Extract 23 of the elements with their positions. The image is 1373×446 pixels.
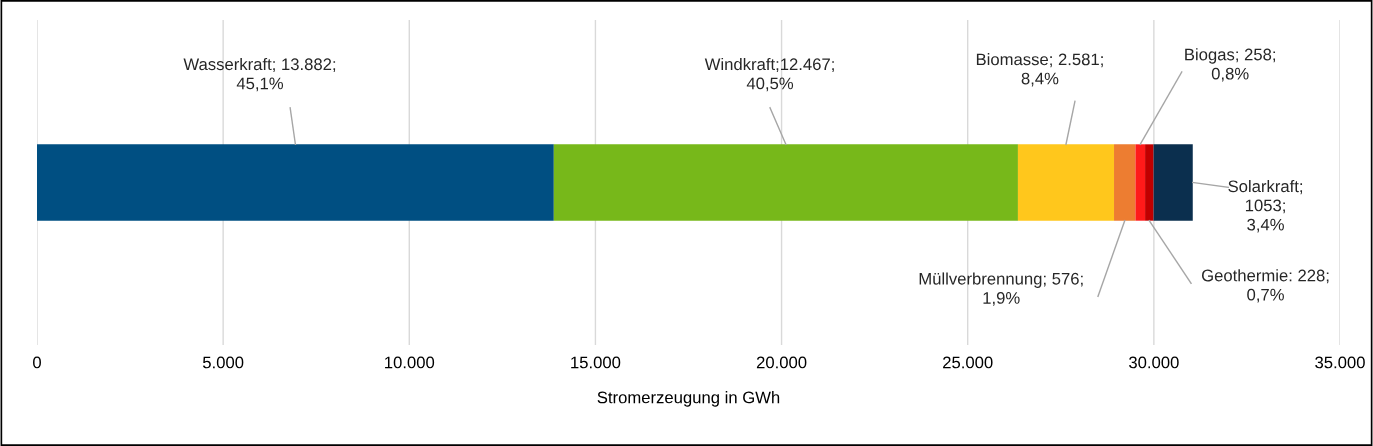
data-label: Solarkraft; 1053; 3,4% [1228, 179, 1303, 233]
x-tick-label: 10.000 [385, 356, 435, 369]
data-label: Geothermie: 228; 0,7% [1202, 269, 1329, 303]
x-tick-label: 30.000 [1129, 356, 1179, 369]
x-tick-label: 20.000 [756, 356, 807, 369]
bar [1114, 144, 1136, 221]
x-tick-label: 35.000 [1315, 356, 1365, 369]
x-tick-label: 5.000 [202, 356, 244, 369]
x-tick-label: 25.000 [943, 356, 993, 369]
data-label: Wasserkraft; 13.882; 45,1% [183, 57, 336, 92]
x-axis-title: Stromerzeugung in GWh [597, 391, 780, 407]
bar [1145, 144, 1154, 221]
data-label: Biogas; 258; 0,8% [1185, 48, 1276, 82]
bar [1017, 144, 1115, 221]
x-tick-label: 0 [33, 356, 41, 369]
bar [1153, 144, 1193, 221]
data-label: Müllverbrennung; 576; 1,9% [919, 272, 1083, 306]
bar [553, 144, 1018, 221]
bar [1135, 144, 1146, 221]
bar [37, 144, 554, 221]
x-tick-label: 15.000 [571, 356, 621, 369]
data-label: Windkraft;12.467; 40,5% [704, 57, 834, 92]
data-label: Biomasse; 2.581; 8,4% [976, 53, 1103, 87]
